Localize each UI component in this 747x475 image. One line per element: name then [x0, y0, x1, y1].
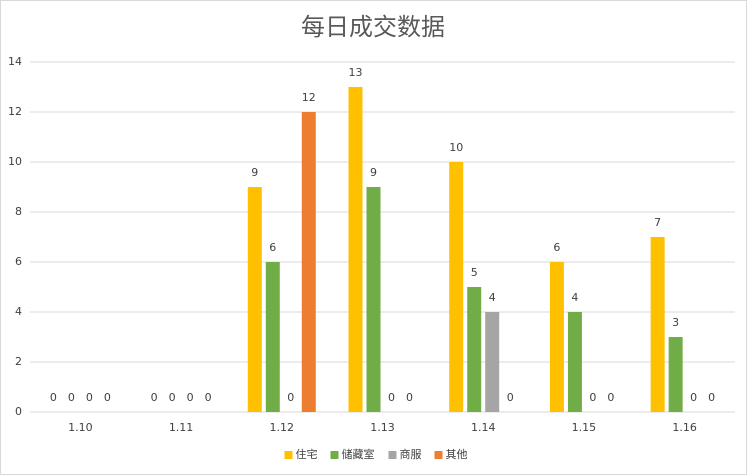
x-tick-label: 1.14: [471, 421, 496, 434]
bar: [449, 162, 464, 412]
y-tick-label: 2: [15, 355, 22, 368]
value-label: 3: [672, 316, 679, 329]
legend-swatch: [388, 451, 397, 459]
x-tick-label: 1.12: [270, 421, 295, 434]
y-tick-label: 0: [15, 405, 22, 418]
value-label: 10: [449, 141, 463, 154]
x-tick-label: 1.15: [572, 421, 597, 434]
legend-label: 储藏室: [342, 447, 375, 461]
legend-label: 商服: [400, 447, 422, 461]
bar: [650, 237, 665, 412]
y-tick-label: 4: [15, 305, 22, 318]
bar: [549, 262, 564, 412]
y-tick-label: 12: [8, 105, 22, 118]
bar: [668, 337, 683, 412]
bar: [567, 312, 582, 412]
value-label: 0: [86, 391, 93, 404]
x-tick-label: 1.10: [68, 421, 93, 434]
value-label: 0: [406, 391, 413, 404]
value-label: 6: [553, 241, 560, 254]
value-label: 0: [507, 391, 514, 404]
value-label: 0: [50, 391, 57, 404]
value-label: 0: [607, 391, 614, 404]
bar: [467, 287, 482, 412]
bar: [265, 262, 280, 412]
value-label: 0: [388, 391, 395, 404]
legend-label: 其他: [446, 448, 468, 461]
y-tick-label: 8: [15, 205, 22, 218]
y-tick-label: 6: [15, 255, 22, 268]
value-label: 13: [349, 66, 363, 79]
bar: [485, 312, 500, 412]
y-tick-label: 10: [8, 155, 22, 168]
value-label: 0: [104, 391, 111, 404]
value-label: 0: [589, 391, 596, 404]
value-label: 0: [287, 391, 294, 404]
value-label: 5: [471, 266, 478, 279]
value-label: 0: [151, 391, 158, 404]
x-tick-label: 1.16: [672, 421, 697, 434]
value-label: 12: [302, 91, 316, 104]
y-tick-label: 14: [8, 55, 22, 68]
bar: [301, 112, 316, 412]
value-label: 6: [269, 241, 276, 254]
value-label: 4: [489, 291, 496, 304]
x-tick-label: 1.11: [169, 421, 194, 434]
value-label: 9: [251, 166, 258, 179]
bar: [366, 187, 381, 412]
legend-swatch: [284, 451, 293, 459]
legend-label: 住宅: [296, 447, 318, 461]
x-tick-label: 1.13: [370, 421, 395, 434]
value-label: 4: [571, 291, 578, 304]
bar: [247, 187, 262, 412]
value-label: 9: [370, 166, 377, 179]
chart-title: 每日成交数据: [301, 13, 445, 41]
value-label: 0: [205, 391, 212, 404]
value-label: 0: [690, 391, 697, 404]
legend-swatch: [330, 451, 339, 459]
value-label: 0: [708, 391, 715, 404]
bar: [348, 87, 363, 412]
value-label: 0: [68, 391, 75, 404]
legend-swatch: [434, 451, 443, 459]
value-label: 0: [169, 391, 176, 404]
value-label: 7: [654, 216, 661, 229]
value-label: 0: [187, 391, 194, 404]
